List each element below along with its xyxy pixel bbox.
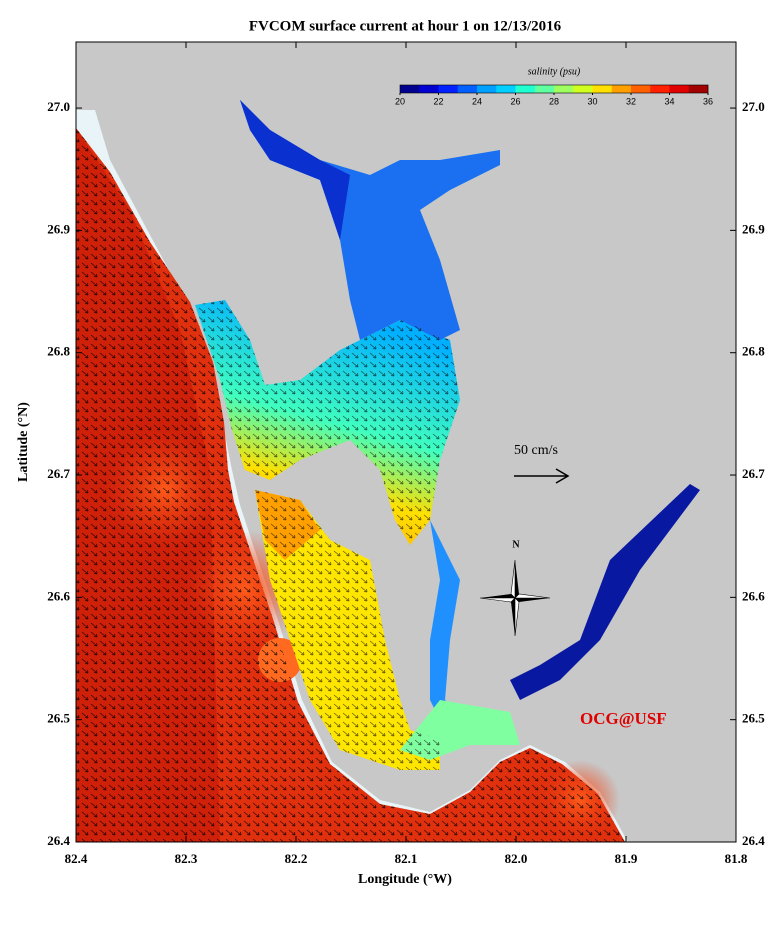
colorbar-swatch <box>438 85 459 93</box>
colorbar-tick-label: 24 <box>472 96 482 106</box>
y-tick-label: 26.9 <box>742 221 765 236</box>
x-tick-label: 81.8 <box>725 851 748 866</box>
x-tick-label: 82.4 <box>65 851 88 866</box>
colorbar: salinity (psu) 20 22 24 26 28 30 32 34 36 <box>395 66 713 106</box>
x-tick-label: 82.1 <box>395 851 418 866</box>
colorbar-swatch <box>534 85 555 93</box>
x-tick-label: 82.0 <box>505 851 528 866</box>
colorbar-swatch <box>688 85 709 93</box>
y-tick-label: 27.0 <box>742 99 765 114</box>
colorbar-swatch <box>496 85 516 93</box>
colorbar-swatch <box>457 85 478 93</box>
y-tick-label: 26.5 <box>47 711 70 726</box>
y-tick-label: 26.5 <box>742 711 765 726</box>
compass: N <box>479 539 551 637</box>
colorbar-tick-label: 28 <box>549 96 559 106</box>
y-tick-label: 26.4 <box>742 833 765 848</box>
colorbar-swatch <box>592 85 613 93</box>
colorbar-swatch <box>400 85 420 93</box>
colorbar-swatch <box>650 85 670 93</box>
colorbar-tick-label: 32 <box>626 96 636 106</box>
colorbar-label: salinity (psu) <box>528 66 581 77</box>
y-tick-label: 26.8 <box>47 344 70 359</box>
y-tick-label: 26.6 <box>47 588 70 603</box>
colorbar-tick-label: 30 <box>587 96 597 106</box>
title: FVCOM surface current at hour 1 on 12/13… <box>249 18 562 34</box>
x-tick-label: 82.3 <box>175 851 198 866</box>
current-vectors <box>195 300 460 770</box>
y-axis-label: Latitude (°N) <box>16 402 31 482</box>
colorbar-tick-label: 20 <box>395 96 405 106</box>
map-area <box>76 42 736 842</box>
y-tick-label: 26.4 <box>47 833 70 848</box>
caloosahatchee <box>510 484 700 700</box>
colorbar-swatch <box>611 85 632 93</box>
scale-label: 50 cm/s <box>514 443 558 458</box>
y-tick-label: 26.7 <box>742 466 765 481</box>
x-axis-label: Longitude (°W) <box>358 872 452 887</box>
compass-light <box>479 559 551 637</box>
colorbar-swatch <box>515 85 536 93</box>
lower-channel <box>430 520 510 740</box>
y-tick-label: 26.7 <box>47 466 70 481</box>
colorbar-swatch <box>477 85 497 93</box>
scale-arrow-shape <box>514 468 570 484</box>
y-tick-label: 26.6 <box>742 588 765 603</box>
colorbar-tick-label: 26 <box>510 96 520 106</box>
colorbar-tick-label: 36 <box>703 96 713 106</box>
colorbar-swatch <box>554 85 574 93</box>
colorbar-swatch <box>669 85 690 93</box>
x-tick-label: 81.9 <box>615 851 638 866</box>
colorbar-tick-label: 22 <box>433 96 443 106</box>
y-tick-label: 27.0 <box>47 99 70 114</box>
y-tick-label: 26.9 <box>47 221 70 236</box>
peace-river-upper <box>240 100 350 240</box>
compass-label: N <box>512 539 520 550</box>
y-tick-label: 26.8 <box>742 344 765 359</box>
colorbar-swatch <box>419 85 439 93</box>
colorbar-tick-label: 34 <box>664 96 674 106</box>
current-vectors <box>76 128 625 842</box>
x-tick-label: 82.2 <box>285 851 308 866</box>
scale-arrow: 50 cm/s <box>514 443 570 484</box>
colorbar-swatch <box>573 85 593 93</box>
credit: OCG@USF <box>580 709 667 728</box>
colorbar-swatch <box>631 85 651 93</box>
